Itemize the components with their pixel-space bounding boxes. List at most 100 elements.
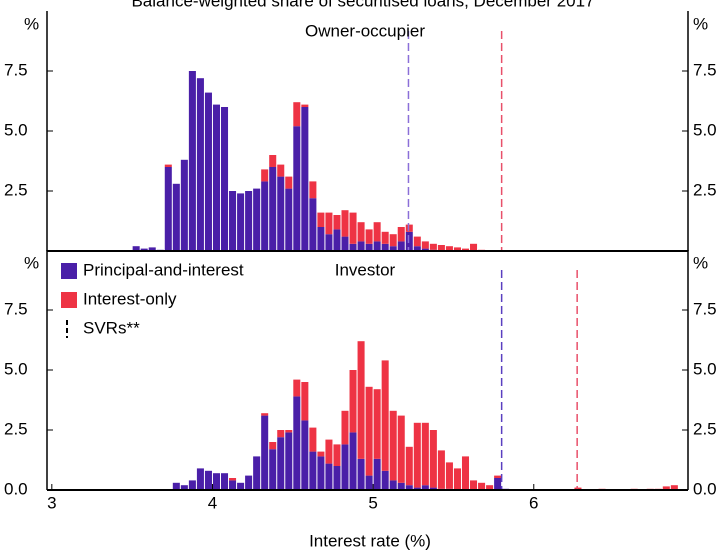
bar (325, 463, 333, 490)
bar (293, 396, 301, 490)
bar (301, 107, 309, 251)
bar (429, 430, 437, 488)
bar (405, 224, 413, 232)
bar (333, 229, 341, 251)
bar (357, 241, 365, 251)
bar (373, 222, 381, 242)
bar (229, 191, 237, 251)
bar (341, 444, 349, 490)
bar (229, 478, 237, 481)
bar (132, 246, 140, 251)
bar (204, 470, 212, 490)
bar (261, 415, 269, 490)
bar (413, 236, 421, 247)
bar (285, 432, 293, 490)
bar (333, 466, 341, 490)
bar (341, 410, 349, 445)
bar (285, 176, 293, 189)
y-unit: % (693, 253, 708, 272)
bar (212, 104, 221, 251)
bar (365, 243, 373, 251)
y-tick-label: 2.5 (693, 419, 717, 438)
bar (309, 427, 317, 452)
bar (365, 229, 373, 244)
bar (389, 410, 397, 481)
bar (397, 227, 405, 242)
bar (341, 210, 349, 237)
bar (373, 458, 381, 490)
y-tick-label: 7.5 (4, 60, 28, 79)
bar (277, 430, 285, 438)
bar (309, 198, 317, 251)
bar (413, 487, 421, 490)
bar (405, 446, 413, 486)
bar (180, 485, 188, 490)
bar (397, 482, 405, 490)
y-tick-label: 5.0 (693, 359, 717, 378)
bar (413, 422, 421, 488)
bar (421, 485, 429, 490)
bar (429, 487, 437, 490)
bar (285, 430, 293, 433)
panel-label: Investor (335, 260, 396, 279)
bar (253, 456, 261, 490)
bar (148, 247, 156, 251)
bar (381, 243, 389, 251)
bar (269, 167, 277, 251)
bar (285, 188, 293, 251)
bar (437, 450, 445, 489)
chart-title: Balance-weighted share of securitised lo… (131, 0, 594, 10)
bar (365, 475, 373, 490)
bar (349, 432, 357, 490)
bar (237, 193, 245, 251)
bar (662, 486, 670, 490)
bar (670, 485, 678, 490)
y-tick-label: 2.5 (4, 419, 28, 438)
bar (461, 456, 470, 490)
bar (237, 482, 245, 490)
bar (301, 420, 309, 490)
y-tick-label: 0.0 (693, 479, 717, 498)
bar (277, 164, 285, 177)
bar (397, 415, 405, 483)
bar (309, 451, 317, 490)
bar (317, 227, 325, 251)
bar (389, 246, 397, 251)
bar (269, 449, 277, 490)
bar (164, 164, 172, 167)
bar (445, 462, 453, 489)
bar (349, 243, 357, 251)
bar (261, 413, 269, 416)
bar (421, 241, 429, 249)
bar (478, 482, 486, 490)
bar (405, 231, 413, 251)
bar (421, 248, 429, 251)
bar (269, 442, 277, 450)
y-tick-label: 7.5 (693, 299, 717, 318)
bar (461, 248, 470, 251)
bar (261, 169, 269, 182)
x-tick-label: 3 (47, 493, 56, 512)
bar (357, 222, 365, 242)
y-tick-label: 0.0 (4, 479, 28, 498)
bar (341, 236, 349, 251)
bar (204, 92, 212, 251)
legend-label: SVRs** (83, 318, 140, 337)
bar (333, 215, 341, 230)
bar (180, 159, 188, 251)
legend-swatch (61, 292, 77, 308)
bar (429, 243, 437, 250)
bar (405, 485, 413, 490)
bar (172, 183, 180, 251)
x-tick-label: 5 (368, 493, 377, 512)
panel-label: Owner-occupier (305, 21, 425, 40)
bar (389, 480, 397, 490)
bar (277, 437, 285, 490)
bar (301, 104, 309, 107)
y-tick-label: 7.5 (4, 299, 28, 318)
bar (317, 212, 325, 227)
legend-label: Principal-and-interest (83, 260, 244, 279)
x-axis-label: Interest rate (%) (309, 531, 431, 550)
bar (574, 487, 582, 490)
